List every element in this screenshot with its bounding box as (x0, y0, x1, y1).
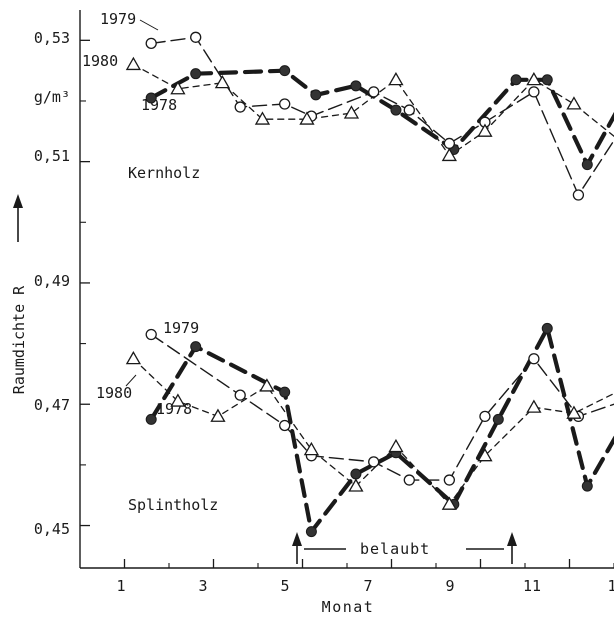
data-point-1978-panel-1 (145, 413, 157, 425)
ytick-label: 0,53 (34, 29, 70, 47)
leader-line (125, 374, 137, 387)
data-point-1978-panel-0 (581, 159, 593, 171)
data-point-1979-panel-0 (403, 104, 415, 116)
ytick-label: 0,51 (34, 147, 70, 165)
data-point-1979-panel-0 (279, 98, 291, 110)
data-point-1978-panel-1 (492, 413, 504, 425)
data-point-1978-panel-0 (541, 74, 553, 86)
data-point-1980-panel-0 (441, 147, 457, 162)
data-point-1980-panel-0 (125, 56, 142, 71)
series-line-1980-panel-1 (132, 358, 614, 505)
data-point-1980-panel-1 (125, 350, 142, 365)
ytick-label: 0,45 (34, 520, 70, 538)
data-point-1980-panel-1 (441, 496, 457, 510)
xtick-label: 9 (445, 577, 454, 595)
data-point-1978-panel-0 (145, 92, 157, 104)
data-point-1978-panel-1 (581, 480, 593, 492)
data-point-1979-panel-0 (234, 101, 246, 113)
series-label-1979-kernholz: 1979 (100, 10, 136, 28)
data-point-1978-panel-0 (190, 68, 202, 80)
belaubt-annotation: belaubt (292, 532, 517, 564)
data-point-1978-panel-1 (305, 526, 317, 538)
data-point-1980-panel-0 (566, 96, 582, 110)
data-point-1979-panel-0 (572, 189, 585, 201)
data-point-1980-panel-1 (348, 478, 364, 492)
xtick-label: 1 (116, 577, 125, 595)
data-point-1980-panel-0 (477, 123, 493, 137)
data-point-1980-panel-0 (299, 111, 315, 125)
series-line-1979-panel-1 (150, 333, 614, 481)
xtick-label: 5 (280, 577, 289, 595)
xtick-label: 1 (607, 577, 614, 595)
xtick-label: 11 (523, 577, 541, 595)
data-point-1980-panel-1 (566, 405, 582, 419)
data-point-1979-panel-0 (368, 86, 380, 98)
data-point-1980-panel-1 (303, 441, 320, 456)
data-point-1979-panel-0 (528, 86, 540, 98)
data-point-1979-panel-1 (528, 353, 540, 365)
data-point-1979-panel-1 (403, 474, 415, 486)
data-point-1978-panel-0 (350, 80, 362, 92)
data-point-1979-panel-0 (145, 37, 157, 50)
data-point-1979-panel-1 (443, 474, 456, 486)
ytick-label: 0,47 (34, 396, 70, 414)
data-point-1980-panel-0 (170, 81, 186, 95)
y-axis-arrow (13, 194, 23, 242)
data-point-1978-panel-1 (279, 386, 291, 398)
data-point-1979-panel-1 (234, 389, 246, 401)
series-label-1980-kernholz: 1980 (82, 52, 118, 70)
data-point-1978-panel-1 (350, 468, 362, 480)
data-point-1979-panel-0 (443, 137, 456, 150)
data-point-1978-panel-0 (390, 104, 402, 116)
panel-label-splintholz: Splintholz (128, 496, 218, 514)
data-point-1980-panel-0 (343, 105, 360, 119)
data-point-1979-panel-1 (145, 328, 157, 341)
data-point-1979-panel-0 (190, 31, 202, 43)
data-point-1980-panel-1 (526, 399, 542, 413)
data-point-1978-panel-0 (279, 65, 291, 77)
data-point-1979-panel-1 (279, 419, 291, 432)
xtick-label: 7 (363, 577, 372, 595)
y-axis-title: Raumdichte R (10, 285, 28, 394)
data-point-1980-panel-0 (526, 71, 542, 86)
data-point-1979-panel-1 (368, 456, 380, 468)
axis-ticks (80, 39, 614, 568)
data-point-1980-panel-1 (210, 408, 226, 422)
data-point-1980-panel-0 (214, 74, 231, 89)
data-point-1978-panel-0 (310, 89, 322, 101)
y-unit-label: g/m³ (34, 88, 70, 106)
belaubt-label: belaubt (360, 540, 430, 558)
data-point-1980-panel-1 (170, 393, 186, 407)
series-markers (125, 31, 593, 538)
data-point-1980-panel-1 (388, 438, 404, 453)
series-line-1978-panel-1 (149, 326, 614, 534)
leader-line (139, 19, 159, 31)
data-point-1979-panel-1 (479, 410, 491, 423)
x-axis-title: Monat (322, 598, 375, 616)
data-point-1980-panel-0 (254, 111, 271, 125)
data-point-1980-panel-1 (477, 447, 493, 462)
data-point-1978-panel-0 (510, 74, 522, 86)
xtick-label: 3 (198, 577, 207, 595)
data-point-1980-panel-1 (259, 378, 275, 392)
data-point-1978-panel-1 (541, 322, 553, 334)
series-label-1979-splintholz: 1979 (163, 319, 199, 337)
data-point-1980-panel-0 (388, 71, 404, 86)
data-point-1978-panel-1 (190, 341, 202, 353)
series-line-1979-panel-0 (150, 36, 614, 196)
series-line-1978-panel-0 (149, 68, 614, 167)
ytick-label: 0,49 (34, 272, 70, 290)
panel-label-kernholz: Kernholz (128, 164, 200, 182)
series-label-1980-splintholz: 1980 (96, 384, 132, 402)
